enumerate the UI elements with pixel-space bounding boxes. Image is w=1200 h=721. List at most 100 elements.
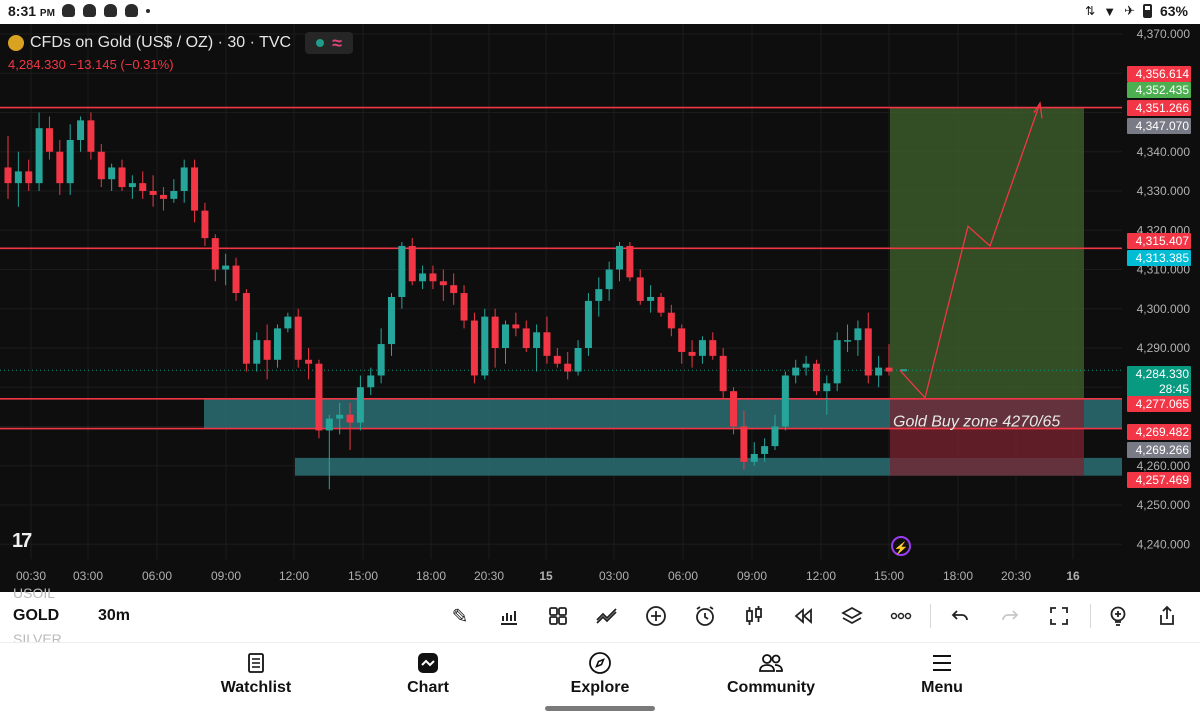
nav-community-label: Community bbox=[727, 679, 815, 696]
price-label-bg bbox=[1127, 250, 1191, 266]
y-axis-tick: 4,250.000 bbox=[1137, 498, 1191, 512]
candle-body bbox=[885, 367, 893, 372]
symbol-prev[interactable]: USOIL bbox=[13, 585, 56, 601]
price-label: 4,284.330 bbox=[1136, 367, 1190, 381]
chart-title[interactable]: CFDs on Gold (US$ / OZ) · 30 · TVC bbox=[30, 34, 292, 51]
price-label-bg bbox=[1127, 424, 1191, 440]
candle-body bbox=[315, 363, 323, 431]
price-label: 4,277.065 bbox=[1136, 397, 1190, 411]
candle-body bbox=[460, 293, 468, 321]
add-icon[interactable] bbox=[642, 602, 670, 630]
undo-icon[interactable] bbox=[946, 602, 974, 630]
candle-body bbox=[87, 120, 95, 152]
price-label-bg bbox=[1127, 118, 1191, 134]
candle-body bbox=[833, 340, 841, 384]
nav-community[interactable]: Community bbox=[711, 649, 831, 697]
draw-pen-icon[interactable]: ✎ bbox=[451, 605, 469, 628]
candle-body bbox=[242, 293, 250, 364]
watchlist-icon bbox=[196, 649, 316, 677]
x-axis-tick: 12:00 bbox=[806, 569, 836, 583]
lightning-icon[interactable]: ⚡ bbox=[891, 536, 911, 556]
price-label-bg bbox=[1127, 381, 1191, 397]
x-axis-tick: 20:30 bbox=[1001, 569, 1031, 583]
candle-body bbox=[667, 312, 675, 329]
candle-body bbox=[305, 359, 313, 364]
candle-body bbox=[35, 128, 43, 184]
candle-body bbox=[522, 328, 530, 348]
wave-icon: ≈ bbox=[332, 33, 343, 53]
buy-zone-label: Gold Buy zone 4270/65 bbox=[893, 413, 1060, 430]
candle-body bbox=[595, 289, 603, 301]
candle-body bbox=[398, 245, 406, 297]
clock: 8:31 PM bbox=[8, 3, 55, 19]
notification-icons bbox=[62, 4, 150, 17]
candle-body bbox=[346, 414, 354, 423]
tradingview-logo[interactable]: 17 bbox=[12, 530, 32, 552]
symbol-current[interactable]: GOLD bbox=[13, 607, 60, 624]
chart-area[interactable]: Gold Buy zone 4270/65 4,370.000 4,340.000 4… bbox=[0, 24, 1200, 592]
x-axis-tick: 03:00 bbox=[599, 569, 629, 583]
price-label-bg bbox=[1127, 233, 1191, 249]
target-zone bbox=[890, 107, 1084, 399]
candle-body bbox=[356, 387, 364, 423]
candles-icon[interactable] bbox=[740, 602, 768, 630]
toolbar-divider bbox=[930, 604, 931, 628]
candle-body bbox=[128, 183, 136, 188]
clock-time: 8:31 bbox=[8, 3, 37, 19]
price-label-bg bbox=[1127, 66, 1191, 82]
candle-body bbox=[626, 245, 634, 278]
status-bar: 8:31 PM ⇅ ▼ ✈ 63% bbox=[0, 0, 1200, 24]
replay-icon[interactable] bbox=[789, 602, 817, 630]
candle-body bbox=[419, 273, 427, 282]
redo-icon[interactable] bbox=[996, 602, 1024, 630]
candle-body bbox=[108, 167, 116, 180]
x-axis-tick: 15 bbox=[539, 569, 553, 583]
candle-body bbox=[470, 320, 478, 376]
clock-ampm: PM bbox=[39, 8, 55, 19]
y-axis-tick: 4,370.000 bbox=[1137, 27, 1191, 41]
candle-body bbox=[564, 363, 572, 372]
alarm-icon[interactable] bbox=[691, 602, 719, 630]
candlestick-chart[interactable]: Gold Buy zone 4270/65 4,370.000 4,340.000 4… bbox=[0, 24, 1200, 592]
y-axis-tick: 4,290.000 bbox=[1137, 341, 1191, 355]
x-axis-tick: 18:00 bbox=[943, 569, 973, 583]
layers-icon[interactable] bbox=[838, 602, 866, 630]
candle-body bbox=[284, 316, 292, 329]
nav-menu[interactable]: Menu bbox=[882, 649, 1002, 697]
candle-body bbox=[781, 375, 789, 427]
home-indicator[interactable] bbox=[545, 706, 655, 711]
x-axis-tick: 16 bbox=[1066, 569, 1080, 583]
idea-icon[interactable] bbox=[1104, 602, 1132, 630]
candle-body bbox=[211, 238, 219, 270]
nav-explore[interactable]: Explore bbox=[540, 649, 660, 697]
price-label-bg bbox=[1127, 366, 1191, 382]
nav-chart[interactable]: Chart bbox=[368, 649, 488, 697]
price-label: 28:45 bbox=[1159, 382, 1189, 396]
projection-path bbox=[899, 102, 1041, 400]
nav-watchlist[interactable]: Watchlist bbox=[196, 649, 316, 697]
candle-body bbox=[616, 245, 624, 270]
layouts-icon[interactable] bbox=[544, 602, 572, 630]
candle-body bbox=[4, 167, 12, 184]
indicators-icon[interactable] bbox=[495, 602, 523, 630]
candle-body bbox=[325, 418, 333, 431]
candle-body bbox=[180, 167, 188, 191]
more-icon[interactable] bbox=[887, 602, 915, 630]
fullscreen-icon[interactable] bbox=[1045, 602, 1073, 630]
candle-body bbox=[97, 151, 105, 180]
snapchat-icon bbox=[62, 4, 75, 17]
y-axis-tick: 4,300.000 bbox=[1137, 302, 1191, 316]
candle-body bbox=[491, 316, 499, 348]
compare-icon[interactable] bbox=[593, 602, 621, 630]
interval-button[interactable]: 30m bbox=[98, 607, 131, 624]
market-status-badge[interactable]: ≈ bbox=[305, 32, 354, 54]
y-axis-tick: 4,260.000 bbox=[1137, 459, 1191, 473]
candle-body bbox=[688, 351, 696, 356]
candle-body bbox=[14, 171, 22, 184]
share-icon[interactable] bbox=[1153, 602, 1181, 630]
candle-body bbox=[25, 171, 33, 184]
candle-body bbox=[232, 265, 240, 294]
x-axis-tick: 03:00 bbox=[73, 569, 103, 583]
candle-body bbox=[750, 453, 758, 462]
candle-body bbox=[336, 414, 344, 419]
